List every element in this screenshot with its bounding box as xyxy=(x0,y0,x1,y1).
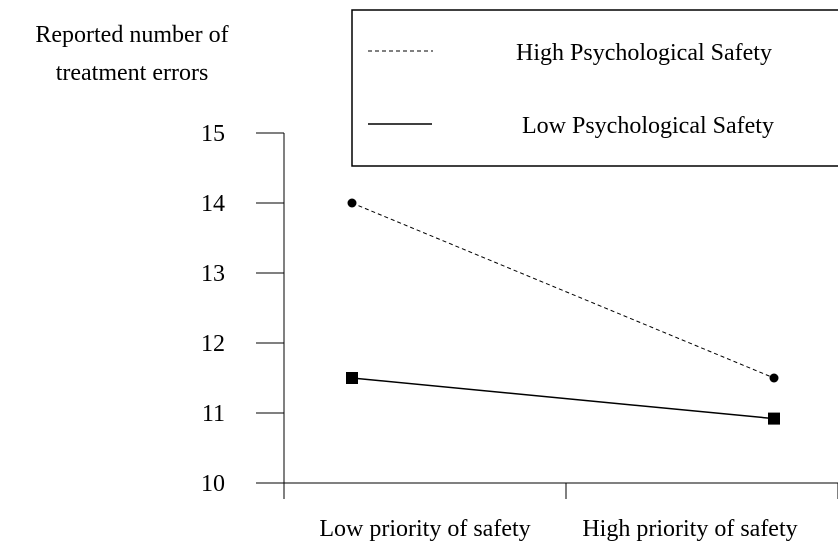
legend: High Psychological Safety Low Psychologi… xyxy=(351,9,838,167)
series-line-high-psychological-safety xyxy=(351,202,775,379)
legend-box xyxy=(351,9,838,167)
x-category-label-high-priority: High priority of safety xyxy=(582,516,797,542)
y-tick-label-13: 13 xyxy=(201,261,225,287)
x-category-label-low-priority: Low priority of safety xyxy=(319,516,530,542)
y-tick-label-12: 12 xyxy=(201,331,225,357)
y-tick-label-15: 15 xyxy=(201,121,225,147)
y-tick-label-10: 10 xyxy=(201,471,225,497)
data-point-low-psychological-safety-1 xyxy=(346,372,358,384)
x-axis-ticks xyxy=(283,483,838,499)
y-axis-title-line-1: Reported number of xyxy=(35,22,228,48)
series-layer xyxy=(346,198,780,425)
y-axis-ticks: 10 11 12 13 14 15 xyxy=(201,121,284,497)
legend-label-low-psychological-safety: Low Psychological Safety xyxy=(522,113,774,139)
y-tick-label-11: 11 xyxy=(202,401,225,427)
data-point-high-psychological-safety-1 xyxy=(347,198,357,208)
y-tick-label-14: 14 xyxy=(201,191,225,217)
data-point-low-psychological-safety-2 xyxy=(768,412,780,425)
series-line-low-psychological-safety xyxy=(351,377,775,420)
data-point-high-psychological-safety-2 xyxy=(769,373,779,383)
y-axis-title-line-2: treatment errors xyxy=(56,60,209,86)
legend-label-high-psychological-safety: High Psychological Safety xyxy=(516,40,772,66)
